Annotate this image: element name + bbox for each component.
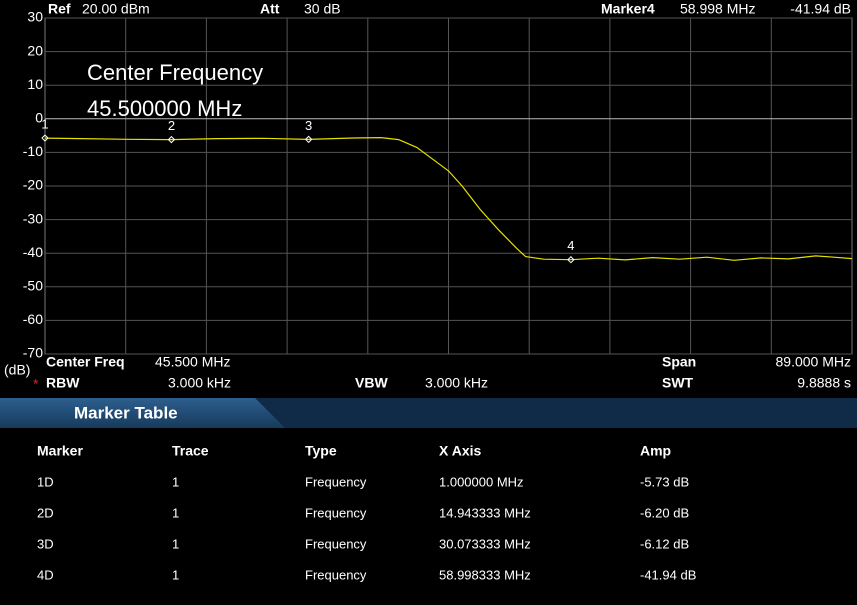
table-title: Marker Table	[74, 403, 178, 422]
table-cell: 3D	[37, 536, 54, 551]
att-value: 30 dB	[304, 1, 341, 17]
table-cell: 2D	[37, 505, 54, 520]
y-tick-label: -50	[23, 278, 43, 294]
rbw-star: *	[33, 376, 39, 392]
marker-label: 4	[567, 238, 574, 253]
y-tick-label: -10	[23, 143, 43, 159]
marker-label: Marker4	[601, 1, 655, 17]
att-label: Att	[260, 1, 280, 17]
y-tick-label: -60	[23, 311, 43, 327]
y-tick-label: 0	[35, 110, 43, 126]
ref-label: Ref	[48, 1, 71, 17]
table-cell: 1.000000 MHz	[439, 474, 524, 489]
table-cell: -41.94 dB	[640, 567, 696, 582]
column-header: Marker	[37, 443, 83, 459]
column-header: Trace	[172, 443, 209, 459]
marker-label: 3	[305, 118, 312, 133]
column-header: Amp	[640, 443, 671, 459]
marker-label: 1	[41, 116, 48, 131]
marker-point	[304, 135, 313, 144]
table-cell: 1	[172, 536, 179, 551]
table-cell: Frequency	[305, 505, 367, 520]
span-value: 89.000 MHz	[776, 354, 851, 370]
table-cell: 1	[172, 505, 179, 520]
column-header: X Axis	[439, 443, 481, 459]
table-cell: Frequency	[305, 567, 367, 582]
y-tick-label: -20	[23, 177, 43, 193]
span-label: Span	[662, 354, 696, 370]
marker-label: 2	[168, 118, 175, 133]
y-unit: (dB)	[4, 362, 30, 378]
table-cell: Frequency	[305, 536, 367, 551]
y-tick-label: -30	[23, 210, 43, 226]
table-cell: 58.998333 MHz	[439, 567, 531, 582]
marker-point	[167, 135, 176, 144]
marker-table: Marker Trace Type X Axis Amp 1D 1 Frequency 1.00…	[37, 443, 696, 583]
y-tick-label: 10	[27, 76, 43, 92]
trace	[44, 136, 853, 261]
rbw-label: RBW	[46, 375, 80, 391]
table-cell: 1	[172, 567, 179, 582]
marker-freq: 58.998 MHz	[680, 1, 755, 17]
y-tick-label: 30	[27, 9, 43, 25]
y-tick-label: 20	[27, 42, 43, 58]
vbw-value: 3.000 kHz	[425, 375, 488, 391]
overlay-value: 45.500000 MHz	[87, 96, 242, 121]
ref-value: 20.00 dBm	[82, 1, 150, 17]
column-header: Type	[305, 443, 337, 459]
marker-point	[567, 256, 575, 264]
y-tick-label: -70	[23, 345, 43, 361]
vbw-label: VBW	[355, 375, 388, 391]
swt-value: 9.8888 s	[797, 375, 851, 391]
table-cell: Frequency	[305, 474, 367, 489]
table-cell: 1D	[37, 474, 54, 489]
marker-amp: -41.94 dB	[790, 1, 851, 17]
table-cell: 14.943333 MHz	[439, 505, 531, 520]
overlay-title: Center Frequency	[87, 60, 263, 85]
rbw-value: 3.000 kHz	[168, 375, 231, 391]
swt-label: SWT	[662, 375, 694, 391]
center-value: 45.500 MHz	[155, 354, 230, 370]
table-tab[interactable]	[0, 398, 285, 428]
marker-point	[41, 134, 49, 142]
table-cell: -5.73 dB	[640, 474, 689, 489]
center-label: Center Freq	[46, 354, 125, 370]
table-cell: 4D	[37, 567, 54, 582]
table-cell: 1	[172, 474, 179, 489]
table-cell: 30.073333 MHz	[439, 536, 531, 551]
table-cell: -6.12 dB	[640, 536, 689, 551]
y-tick-label: -40	[23, 244, 43, 260]
table-cell: -6.20 dB	[640, 505, 689, 520]
